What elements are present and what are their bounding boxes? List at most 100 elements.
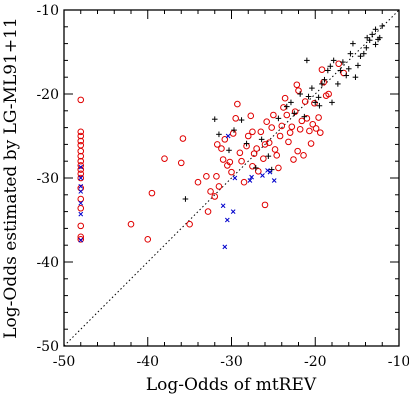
plus-point [337,67,344,74]
plus-point [361,50,367,57]
y-tick-label: -40 [36,255,59,271]
y-tick-label: -30 [36,171,59,187]
plus-point [355,62,361,69]
plus-point [330,57,337,64]
circle-point [77,195,85,203]
circle-point [250,150,258,157]
x-tick-label: -30 [220,354,243,370]
cross-b [222,244,228,250]
circle-point [285,138,292,146]
plus-point [305,93,312,100]
circle-point [228,168,235,176]
plus-point [297,91,303,97]
cross-point [230,209,236,214]
plus-point [363,45,370,51]
plus-point [369,31,375,38]
cross-point [78,164,84,170]
circle-point [283,111,291,119]
circle-point [301,98,309,105]
circle-point [294,147,301,155]
circle-point [335,60,343,68]
cross-b [78,184,84,189]
x-tick-label: -40 [136,354,159,370]
circle-point [77,204,85,212]
circle-point [300,152,307,159]
plus-point [364,34,370,41]
plus-point [321,76,328,83]
x-tick-label: -50 [53,354,76,370]
circle-point [77,157,85,165]
plus-point [226,147,232,154]
cross-b [78,175,84,181]
circle-point [77,152,85,160]
circle-point [204,208,212,215]
circle-point [312,125,320,132]
cross-b [78,164,84,170]
plus-point [325,67,331,74]
cross-point [249,174,254,180]
circle-point [291,108,299,115]
plus-point [252,165,259,171]
plus-point [211,116,218,122]
y-tick-labels: -50 -40 -30 -20 -10 [36,3,59,355]
circle-point [261,201,269,209]
diagonal-reference-line [63,9,400,347]
circle-point [179,135,187,142]
plus-point [304,57,310,64]
circle-point [293,81,301,89]
cross-b [78,189,84,194]
circle-point [213,141,221,148]
circle-point [249,128,256,136]
plus-point [288,99,294,106]
plus-point [329,99,335,106]
cross-b [78,211,84,217]
circle-point [207,188,214,195]
cross-b [220,203,226,209]
plus-point [268,166,275,173]
circle-point [278,122,286,130]
circle-point [318,66,326,73]
cross-point [267,169,273,175]
cross-point [78,184,84,189]
cross-b [78,200,84,206]
diagonal-line [63,9,400,347]
plus-point [275,115,282,122]
circle-point [77,141,85,149]
circle-point [77,162,85,169]
circle-point [253,145,260,152]
cross-point [78,175,84,181]
cross-b [267,169,273,175]
cross-b [271,178,277,183]
circle-point [161,155,168,162]
plus-point [301,113,308,120]
circle-point [194,178,202,186]
circle-point [273,152,281,159]
y-tick-label: -10 [36,3,59,19]
cross-point [222,244,228,250]
circle-point [281,94,289,102]
cross-b [230,209,236,214]
plus-point [372,26,379,33]
circle-point [229,130,237,137]
circle-point [186,220,193,228]
plus-point [372,41,379,48]
plus-point [216,131,222,138]
circle-point [77,174,85,182]
plus-point [316,102,323,109]
plus-point [357,53,364,59]
plus-point [376,34,383,41]
plus-point [347,50,354,57]
cross-point [78,189,84,194]
circle-point [340,69,348,77]
cross-point [78,211,84,217]
cross-point [247,178,253,183]
circle-point [306,127,313,135]
circle-point [315,114,322,121]
circle-point [257,128,265,136]
circle-point [247,112,255,120]
cross-b [265,168,270,173]
cross-point [225,133,231,139]
plus-point [265,153,272,159]
circle-point [127,220,135,228]
